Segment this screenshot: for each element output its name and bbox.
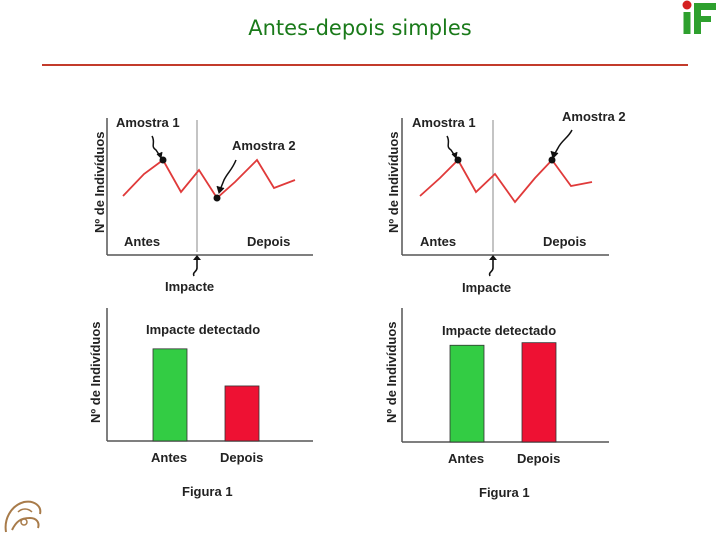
left-line-chart: Nº de Indivíduos Amostra 1 Amostra 2 Ant…: [92, 115, 313, 294]
left-sample1-label: Amostra 1: [116, 115, 180, 130]
left-after-label: Depois: [247, 234, 290, 249]
right-bar-depois: [521, 342, 557, 443]
left-sample2-point: [213, 194, 221, 202]
right-category-depois: Depois: [517, 451, 560, 466]
right-sample1-arrow: [446, 135, 456, 157]
left-top-ylabel: Nº de Indivíduos: [92, 131, 107, 233]
right-bar-antes: [449, 344, 485, 443]
right-top-ylabel: Nº de Indivíduos: [386, 131, 401, 233]
right-category-antes: Antes: [448, 451, 484, 466]
right-impact-arrowhead: [489, 255, 497, 260]
left-sample2-arrow: [219, 159, 237, 191]
right-after-label: Depois: [543, 234, 586, 249]
left-bar-antes: [152, 348, 188, 442]
left-category-depois: Depois: [220, 450, 263, 465]
left-impact-arrowhead: [193, 255, 201, 260]
right-impact-arrow: [488, 258, 494, 277]
institution-logo: [682, 0, 716, 34]
right-bar-title: Impacte detectado: [442, 323, 556, 338]
right-sample2-label: Amostra 2: [562, 109, 626, 124]
right-figure-caption: Figura 1: [479, 485, 530, 500]
left-panel: Nº de Indivíduos Amostra 1 Amostra 2 Ant…: [60, 98, 330, 506]
left-before-label: Antes: [124, 234, 160, 249]
left-population-trend: [122, 158, 296, 200]
left-sample2-label: Amostra 2: [232, 138, 296, 153]
left-impact-label: Impacte: [165, 279, 214, 294]
right-panel: Nº de Indivíduos Amostra 1 Amostra 2 Ant…: [372, 98, 630, 506]
right-population-trend: [419, 158, 593, 204]
left-bar-chart: Nº de Indivíduos Impacte detectado Antes…: [88, 308, 313, 499]
right-sample2-point: [548, 156, 556, 164]
left-figure-caption: Figura 1: [182, 484, 233, 499]
left-bar-ylabel: Nº de Indivíduos: [88, 321, 103, 423]
left-impact-arrow: [192, 258, 198, 277]
left-bar-title: Impacte detectado: [146, 322, 260, 337]
right-sample1-label: Amostra 1: [412, 115, 476, 130]
slide-title: Antes-depois simples: [248, 16, 472, 40]
right-line-chart: Nº de Indivíduos Amostra 1 Amostra 2 Ant…: [386, 109, 626, 295]
right-sample2-arrow: [553, 129, 573, 156]
left-sample1-arrow: [151, 135, 161, 157]
right-before-label: Antes: [420, 234, 456, 249]
right-bar-chart: Nº de Indivíduos Impacte detectado Antes…: [384, 308, 609, 500]
left-bar-depois: [224, 385, 260, 442]
right-impact-label: Impacte: [462, 280, 511, 295]
organization-logo: [4, 500, 42, 533]
right-bar-ylabel: Nº de Indivíduos: [384, 321, 399, 423]
left-category-antes: Antes: [151, 450, 187, 465]
title-divider: [42, 64, 688, 66]
